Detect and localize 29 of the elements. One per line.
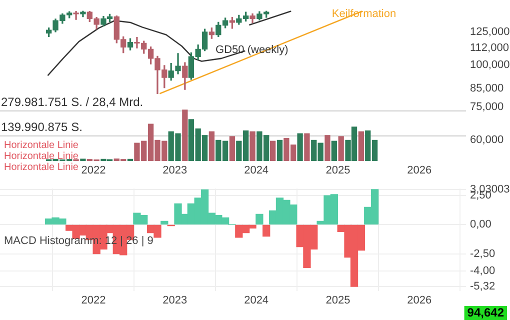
x-tick-label: 2026 (407, 164, 432, 177)
bar (256, 214, 264, 225)
x-tick-label: 2024 (244, 164, 269, 177)
y-tick-label: 60,000 (470, 134, 504, 146)
x-tick-label: 2025 (326, 164, 350, 177)
x-tick-label: 2022 (81, 164, 106, 177)
y-tick-label: -5,32 (470, 280, 496, 293)
bar (262, 224, 270, 237)
y-tick-label: 85,000 (470, 82, 504, 95)
annotation: Horizontale Linie (4, 150, 79, 162)
ref-line-label: 139.990.875 S. (1, 120, 82, 134)
bar (160, 220, 168, 225)
y-tick-label: 125,000 (470, 26, 510, 38)
x-tick-label: 2022 (81, 294, 106, 307)
y-tick-label: 100,000 (470, 58, 510, 71)
y-tick-label: -4,00 (470, 265, 496, 278)
y-tick-label: -2,50 (470, 248, 496, 260)
annotation: Horizontale Linie (4, 140, 79, 151)
x-tick-label: 2023 (162, 164, 188, 177)
x-tick-label: 2023 (162, 294, 188, 307)
ref-line-label: 279.981.751 S. / 28,4 Mrd. (1, 95, 144, 110)
x-tick-label: 2024 (244, 294, 269, 307)
x-tick-label: 2025 (326, 294, 350, 307)
text: 94,642 (467, 305, 504, 320)
y-tick-label: 75,000 (470, 101, 504, 114)
y-tick-label: 0,00 (470, 218, 492, 231)
text: Horizontale Linie (4, 162, 79, 173)
y-tick-label: 112,000 (470, 42, 509, 54)
x-tick-label: 2026 (407, 294, 432, 307)
